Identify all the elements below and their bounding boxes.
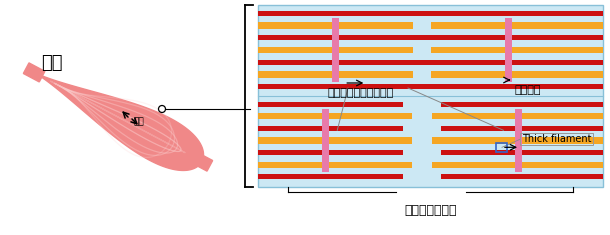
Bar bbox=[508, 84, 603, 90]
Bar bbox=[518, 162, 603, 168]
Bar bbox=[441, 150, 518, 155]
Bar bbox=[441, 126, 518, 131]
Bar bbox=[518, 137, 603, 144]
Bar bbox=[332, 18, 339, 82]
Bar bbox=[325, 162, 412, 168]
Bar bbox=[325, 137, 412, 144]
Bar bbox=[508, 22, 603, 29]
Bar bbox=[258, 126, 325, 131]
Text: Thick filament: Thick filament bbox=[522, 134, 592, 144]
Bar bbox=[518, 102, 603, 107]
Bar bbox=[336, 71, 413, 78]
Bar bbox=[504, 18, 512, 82]
Text: サルコメア構造: サルコメア構造 bbox=[404, 204, 457, 217]
Bar bbox=[441, 102, 518, 107]
Bar bbox=[431, 71, 508, 78]
Bar bbox=[258, 162, 325, 168]
Bar bbox=[336, 22, 413, 29]
Bar bbox=[325, 150, 403, 155]
Bar bbox=[336, 60, 508, 65]
Polygon shape bbox=[23, 63, 45, 82]
Bar bbox=[258, 35, 336, 40]
Bar bbox=[325, 102, 403, 107]
Bar bbox=[518, 126, 603, 131]
Bar bbox=[431, 22, 508, 29]
Bar bbox=[518, 113, 603, 119]
Bar bbox=[497, 143, 508, 152]
Bar bbox=[508, 71, 603, 78]
Bar bbox=[258, 113, 325, 119]
Bar bbox=[258, 11, 336, 16]
Bar bbox=[336, 84, 508, 90]
Bar bbox=[258, 150, 325, 155]
Bar bbox=[258, 84, 336, 90]
Bar bbox=[325, 174, 403, 180]
Bar bbox=[258, 71, 336, 78]
Bar bbox=[518, 150, 603, 155]
Bar bbox=[508, 11, 603, 16]
Bar bbox=[431, 162, 518, 168]
Bar bbox=[336, 47, 413, 53]
Bar bbox=[258, 22, 336, 29]
Bar bbox=[520, 133, 593, 145]
Text: 筋肉: 筋肉 bbox=[41, 54, 63, 72]
Bar bbox=[322, 109, 329, 172]
Bar bbox=[258, 102, 325, 107]
Bar bbox=[508, 47, 603, 53]
Polygon shape bbox=[191, 152, 213, 171]
Bar bbox=[325, 113, 412, 119]
Bar bbox=[515, 109, 522, 172]
Bar bbox=[336, 11, 508, 16]
Bar bbox=[431, 137, 518, 144]
Text: 滑り運動: 滑り運動 bbox=[514, 85, 541, 95]
Bar bbox=[518, 174, 603, 180]
Bar bbox=[441, 174, 518, 180]
Bar bbox=[431, 113, 518, 119]
Bar bbox=[258, 174, 325, 180]
Bar bbox=[336, 35, 508, 40]
Bar bbox=[508, 35, 603, 40]
Bar bbox=[431, 47, 508, 53]
Bar bbox=[258, 60, 336, 65]
Bar bbox=[258, 137, 325, 144]
Bar bbox=[258, 5, 603, 187]
Polygon shape bbox=[34, 72, 204, 170]
Text: アクチンフィラメント: アクチンフィラメント bbox=[328, 88, 394, 98]
Text: 収縮: 収縮 bbox=[133, 118, 144, 126]
Bar bbox=[258, 47, 336, 53]
Bar bbox=[508, 60, 603, 65]
Bar bbox=[325, 126, 403, 131]
